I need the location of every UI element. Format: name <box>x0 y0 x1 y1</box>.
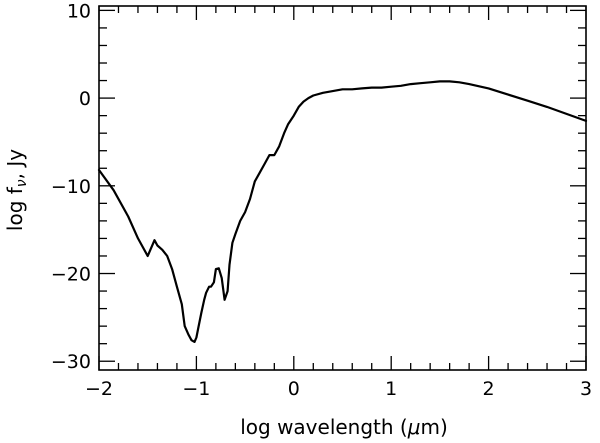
x-axis-label: log wavelength (μm) <box>240 415 448 439</box>
x-axis-label-main: log wavelength ( <box>240 415 408 439</box>
y-axis-label-main: log f <box>3 186 27 231</box>
y-tick-label: −30 <box>51 351 91 373</box>
x-tick-label: 0 <box>288 378 300 400</box>
y-axis-label: log fν, Jy <box>3 149 30 231</box>
x-axis-label-mu: μ <box>407 415 421 439</box>
y-tick-label: 0 <box>79 88 91 110</box>
x-tick-label: 1 <box>385 378 397 400</box>
y-axis-label-sub: ν <box>14 179 30 187</box>
x-tick-label: 3 <box>580 378 592 400</box>
y-tick-label: 10 <box>67 0 91 22</box>
ticks <box>98 6 587 370</box>
y-axis-label-end: , Jy <box>3 149 27 180</box>
y-tick-label: −10 <box>51 176 91 198</box>
x-axis-label-end: m) <box>420 415 447 439</box>
x-tick-label: 2 <box>483 378 495 400</box>
plot-frame <box>98 5 587 371</box>
y-tick-label: −20 <box>51 264 91 286</box>
x-tick-label: −2 <box>85 378 113 400</box>
series-line <box>97 80 588 343</box>
x-tick-label: −1 <box>182 378 210 400</box>
